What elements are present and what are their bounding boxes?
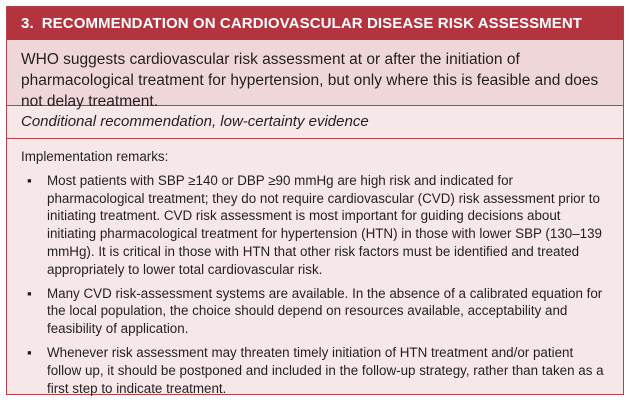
bullet-icon: ▪	[27, 344, 32, 360]
bullet-icon: ▪	[27, 172, 32, 188]
remark-item: ▪ Many CVD risk-assessment systems are a…	[21, 285, 609, 338]
remarks-title: Implementation remarks:	[21, 149, 169, 164]
remark-item: ▪ Whenever risk assessment may threaten …	[21, 344, 609, 397]
recommendation-header: 3. RECOMMENDATION ON CARDIOVASCULAR DISEA…	[7, 7, 623, 40]
recommendation-title: RECOMMENDATION ON CARDIOVASCULAR DISEASE…	[41, 15, 583, 32]
recommendation-strength: Conditional recommendation, low-certaint…	[7, 106, 623, 139]
recommendation-number: 3.	[21, 15, 34, 32]
remark-item: ▪ Most patients with SBP ≥140 or DBP ≥90…	[21, 172, 609, 279]
remark-text: Many CVD risk-assessment systems are ava…	[47, 285, 603, 337]
remark-text: Whenever risk assessment may threaten ti…	[47, 344, 604, 396]
remark-text: Most patients with SBP ≥140 or DBP ≥90 m…	[47, 172, 602, 277]
remarks-list: ▪ Most patients with SBP ≥140 or DBP ≥90…	[21, 172, 609, 398]
implementation-remarks: Implementation remarks: ▪ Most patients …	[7, 139, 623, 397]
recommendation-statement: WHO suggests cardiovascular risk assessm…	[7, 40, 623, 110]
bullet-icon: ▪	[27, 285, 32, 301]
recommendation-box: 3. RECOMMENDATION ON CARDIOVASCULAR DISEA…	[6, 6, 624, 397]
